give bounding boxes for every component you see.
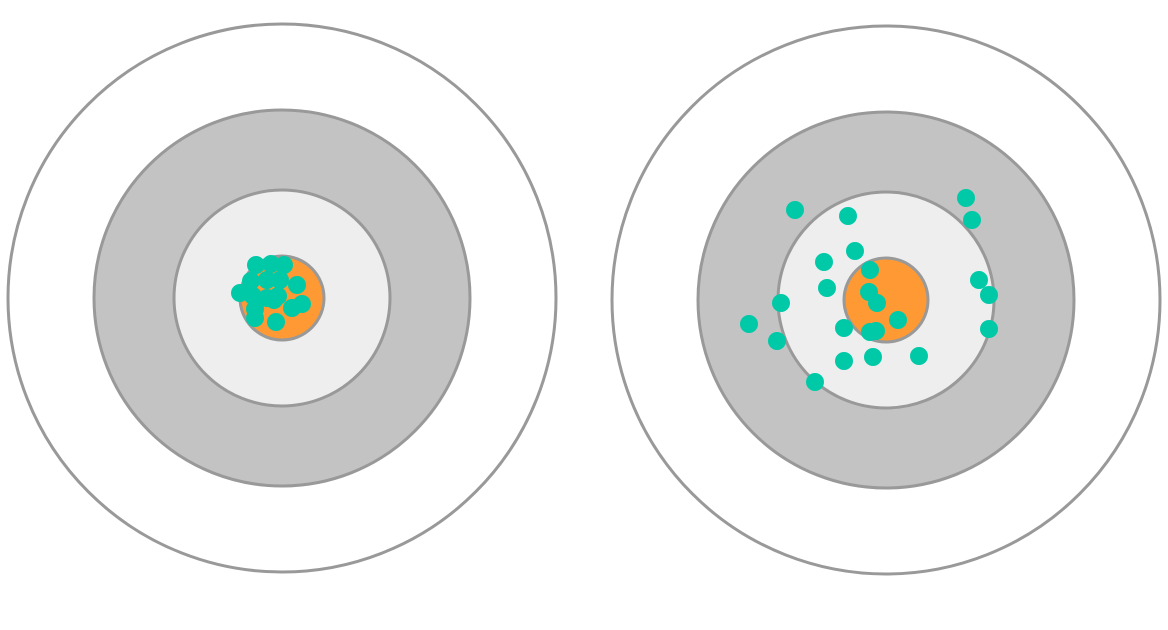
hit-marker bbox=[267, 313, 285, 331]
hit-marker bbox=[963, 211, 981, 229]
target-right bbox=[610, 24, 1162, 576]
hit-marker bbox=[262, 255, 280, 273]
bullseye bbox=[842, 256, 930, 344]
hit-marker bbox=[864, 348, 882, 366]
hit-marker bbox=[957, 189, 975, 207]
hit-marker bbox=[258, 271, 276, 289]
hit-marker bbox=[293, 295, 311, 313]
hit-marker bbox=[861, 261, 879, 279]
hit-marker bbox=[846, 242, 864, 260]
hit-marker bbox=[980, 286, 998, 304]
hit-marker bbox=[889, 311, 907, 329]
hit-marker bbox=[910, 347, 928, 365]
hit-marker bbox=[772, 294, 790, 312]
hit-marker bbox=[288, 276, 306, 294]
hit-marker bbox=[980, 320, 998, 338]
hit-marker bbox=[835, 352, 853, 370]
hit-marker bbox=[815, 253, 833, 271]
hit-marker bbox=[806, 373, 824, 391]
hit-marker bbox=[740, 315, 758, 333]
hit-marker bbox=[818, 279, 836, 297]
hit-marker bbox=[246, 309, 264, 327]
hit-marker bbox=[247, 256, 265, 274]
hit-marker bbox=[269, 287, 287, 305]
hit-marker bbox=[839, 207, 857, 225]
hit-marker bbox=[835, 319, 853, 337]
hit-marker bbox=[970, 271, 988, 289]
hit-marker bbox=[271, 271, 289, 289]
hit-marker bbox=[868, 294, 886, 312]
hit-marker bbox=[242, 272, 260, 290]
hit-marker bbox=[786, 201, 804, 219]
hit-marker bbox=[867, 322, 885, 340]
hit-marker bbox=[275, 256, 293, 274]
hit-marker bbox=[768, 332, 786, 350]
target-left bbox=[6, 22, 558, 574]
